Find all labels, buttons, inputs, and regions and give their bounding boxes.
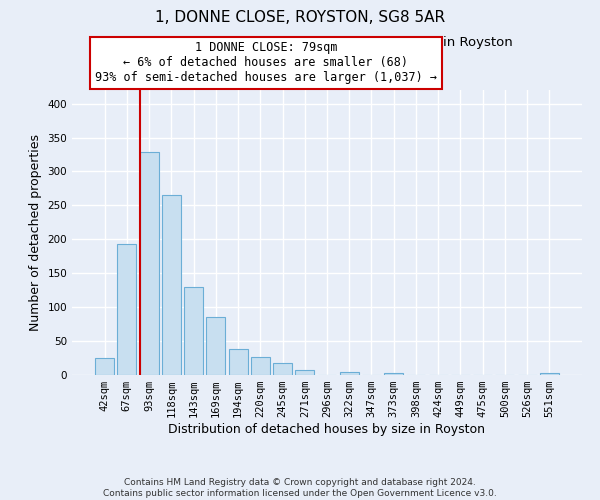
Bar <box>229 349 248 375</box>
Text: 1, DONNE CLOSE, ROYSTON, SG8 5AR: 1, DONNE CLOSE, ROYSTON, SG8 5AR <box>155 10 445 25</box>
Bar <box>118 244 136 375</box>
X-axis label: Distribution of detached houses by size in Royston: Distribution of detached houses by size … <box>169 423 485 436</box>
Text: Contains HM Land Registry data © Crown copyright and database right 2024.
Contai: Contains HM Land Registry data © Crown c… <box>103 478 497 498</box>
Bar <box>273 364 292 375</box>
Bar <box>384 373 403 375</box>
Bar <box>206 316 225 375</box>
Text: 1 DONNE CLOSE: 79sqm
← 6% of detached houses are smaller (68)
93% of semi-detach: 1 DONNE CLOSE: 79sqm ← 6% of detached ho… <box>95 42 437 84</box>
Bar <box>295 370 314 375</box>
Bar <box>162 195 181 375</box>
Bar <box>340 372 359 375</box>
Title: Size of property relative to detached houses in Royston: Size of property relative to detached ho… <box>142 36 512 49</box>
Bar <box>540 373 559 375</box>
Bar <box>140 152 158 375</box>
Y-axis label: Number of detached properties: Number of detached properties <box>29 134 42 331</box>
Bar <box>95 358 114 375</box>
Bar <box>184 287 203 375</box>
Bar <box>251 358 270 375</box>
